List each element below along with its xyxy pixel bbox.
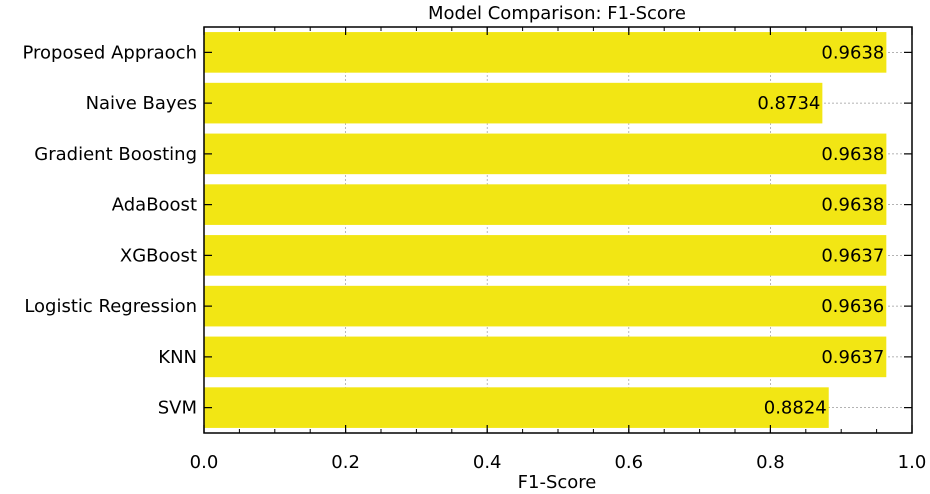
chart-title: Model Comparison: F1-Score [428, 3, 686, 24]
bar [204, 32, 887, 73]
value-labels: 0.9638 0.8734 0.9638 0.9638 0.9637 0.9636 0.96… [757, 42, 884, 418]
value-label: 0.9638 [821, 42, 884, 63]
x-axis-label: F1-Score [518, 472, 597, 493]
bar [204, 133, 887, 175]
category-label: Logistic Regression [24, 296, 197, 317]
x-tick-label: 0.6 [614, 452, 643, 473]
value-label: 0.8824 [764, 398, 827, 419]
value-label: 0.9637 [821, 347, 884, 368]
value-label: 0.9636 [821, 296, 884, 317]
category-label: AdaBoost [112, 195, 197, 216]
bar [204, 184, 887, 225]
bar [204, 387, 829, 428]
value-label: 0.9638 [821, 195, 884, 216]
value-label: 0.9638 [821, 144, 884, 165]
x-tick-label: 0.4 [473, 452, 502, 473]
bar [204, 235, 887, 276]
category-labels: Proposed Appraoch Naive Bayes Gradient Boo… [22, 42, 197, 418]
bar [204, 82, 823, 124]
plot-frame [203, 26, 913, 434]
x-tick-label: 1.0 [898, 452, 927, 473]
category-label: XGBoost [120, 245, 197, 266]
bar [204, 285, 887, 327]
x-tick-label: 0.8 [756, 452, 785, 473]
category-label: SVM [158, 398, 197, 419]
value-label: 0.9637 [821, 245, 884, 266]
category-label: Proposed Appraoch [22, 42, 197, 63]
category-label: Gradient Boosting [34, 144, 197, 165]
value-label: 0.8734 [757, 93, 820, 114]
category-label: Naive Bayes [86, 93, 197, 114]
x-tick-label: 0.2 [331, 452, 360, 473]
bars-group [204, 32, 887, 428]
x-tick-label: 0.0 [190, 452, 219, 473]
category-label: KNN [158, 347, 197, 368]
bar [204, 336, 887, 378]
